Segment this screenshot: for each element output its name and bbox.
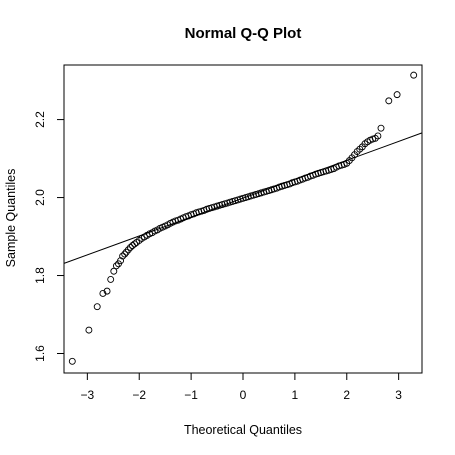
sample-point	[131, 240, 139, 248]
sample-point	[68, 357, 76, 365]
sample-point	[374, 132, 382, 140]
sample-point	[385, 97, 393, 105]
x-tick-label: 0	[240, 388, 247, 402]
sample-point	[103, 287, 111, 295]
sample-point	[124, 246, 132, 254]
x-tick-label: 1	[292, 388, 299, 402]
x-tick-label: −1	[184, 388, 198, 402]
x-tick-label: 3	[395, 388, 402, 402]
sample-point	[117, 257, 125, 265]
sample-point	[377, 124, 385, 132]
y-tick-label: 2.0	[33, 189, 47, 206]
y-tick-label: 1.6	[33, 345, 47, 362]
sample-point	[85, 326, 93, 334]
y-tick-label: 1.8	[33, 267, 47, 284]
sample-point	[121, 250, 129, 258]
x-axis-label: Theoretical Quantiles	[184, 423, 302, 437]
plot-box	[63, 64, 423, 374]
sample-point	[110, 267, 118, 275]
sample-point	[410, 71, 418, 79]
sample-point	[122, 248, 130, 256]
sample-point	[99, 290, 107, 297]
y-tick-label: 2.2	[33, 111, 47, 128]
x-axis: −3 −2 −1 0 1 2 3	[81, 372, 402, 402]
y-axis-label: Sample Quantiles	[4, 169, 18, 268]
x-tick-label: 2	[343, 388, 350, 402]
x-tick-label: −3	[81, 388, 95, 402]
chart-title: Normal Q-Q Plot	[185, 25, 302, 42]
sample-point	[119, 252, 127, 260]
y-axis: 1.6 1.8 2.0 2.2	[33, 111, 65, 362]
points-layer	[68, 71, 418, 365]
sample-point	[93, 303, 101, 311]
x-tick-label: −2	[132, 388, 146, 402]
sample-point	[107, 275, 115, 283]
sample-point	[112, 262, 120, 270]
sample-point	[393, 91, 401, 99]
sample-point	[126, 244, 134, 251]
